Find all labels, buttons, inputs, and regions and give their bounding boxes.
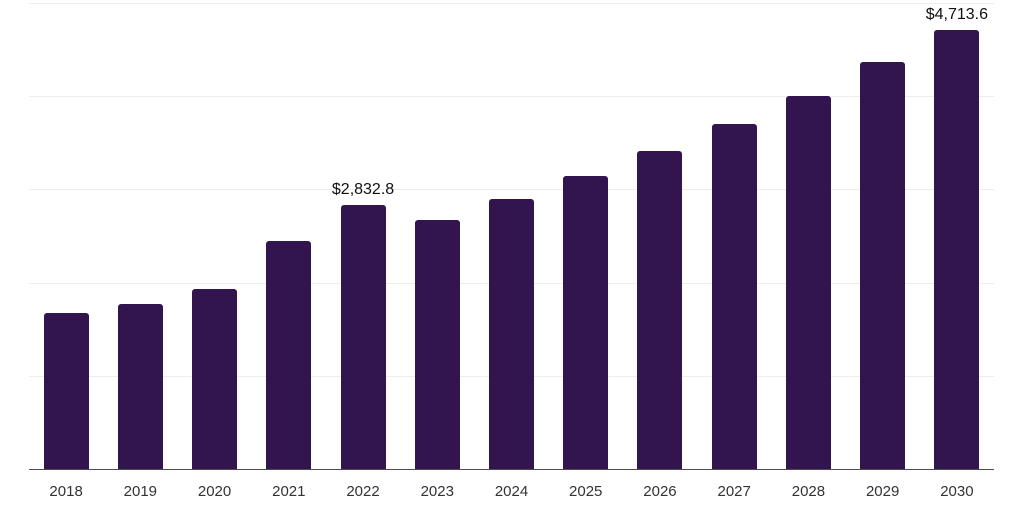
bar-2026 bbox=[637, 151, 683, 469]
bar-2029 bbox=[860, 62, 906, 469]
x-axis-line bbox=[29, 468, 994, 470]
x-tick-label-2024: 2024 bbox=[494, 483, 529, 500]
x-tick-label-2028: 2028 bbox=[791, 483, 826, 500]
x-tick-label-2020: 2020 bbox=[197, 483, 232, 500]
x-tick-label-2019: 2019 bbox=[123, 483, 158, 500]
x-tick-label-2029: 2029 bbox=[865, 483, 900, 500]
bar-2019 bbox=[117, 304, 163, 469]
x-tick-label-2021: 2021 bbox=[272, 483, 306, 500]
gridline bbox=[29, 189, 994, 191]
bar-2022 bbox=[340, 204, 386, 469]
x-tick-label-2030: 2030 bbox=[940, 483, 974, 500]
x-tick-label-2025: 2025 bbox=[569, 483, 603, 500]
x-tick-label-2023: 2023 bbox=[420, 483, 454, 500]
bar-2028 bbox=[785, 96, 831, 469]
x-tick-label-2022: 2022 bbox=[346, 483, 380, 500]
data-label-2030: $4,713.6 bbox=[925, 5, 989, 23]
bar-2020 bbox=[192, 289, 238, 469]
bar-2024 bbox=[489, 199, 534, 469]
bar-2023 bbox=[414, 219, 460, 469]
x-tick-label-2018: 2018 bbox=[49, 483, 83, 500]
bar-2027 bbox=[711, 123, 757, 469]
gridline bbox=[29, 3, 994, 4]
x-tick-label-2026: 2026 bbox=[643, 483, 677, 500]
data-label-2022: $2,832.8 bbox=[331, 180, 395, 198]
bar-2030 bbox=[934, 29, 980, 469]
bar-2025 bbox=[563, 175, 609, 469]
bar-2021 bbox=[266, 241, 312, 469]
gridline bbox=[29, 96, 994, 98]
bar-2018 bbox=[43, 312, 89, 469]
plot-area: $2,832.8 $4,713.6 bbox=[29, 3, 994, 470]
x-tick-label-2027: 2027 bbox=[717, 483, 751, 500]
